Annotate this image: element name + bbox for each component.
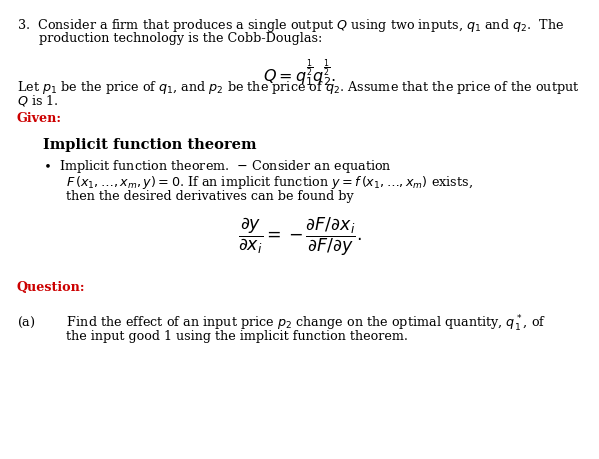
Text: Question:: Question: — [17, 281, 85, 294]
Text: Implicit function theorem: Implicit function theorem — [43, 138, 256, 152]
Text: then the desired derivatives can be found by: then the desired derivatives can be foun… — [66, 190, 353, 202]
Text: Given:: Given: — [17, 112, 62, 125]
Text: $Q$ is 1.: $Q$ is 1. — [17, 93, 59, 108]
Text: the input good 1 using the implicit function theorem.: the input good 1 using the implicit func… — [66, 330, 408, 342]
Text: $\bullet$  Implicit function theorem.  $-$ Consider an equation: $\bullet$ Implicit function theorem. $-$… — [43, 158, 392, 175]
Text: $F\,(x_1, \ldots, x_m, y) = 0$. If an implicit function $y = f\,(x_1, \ldots, x_: $F\,(x_1, \ldots, x_m, y) = 0$. If an im… — [66, 174, 473, 191]
Text: Let $p_1$ be the price of $q_1$, and $p_2$ be the price of $q_2$. Assume that th: Let $p_1$ be the price of $q_1$, and $p_… — [17, 79, 579, 96]
Text: 3.  Consider a firm that produces a single output $Q$ using two inputs, $q_1$ an: 3. Consider a firm that produces a singl… — [17, 17, 564, 34]
Text: $Q = q_1^{\frac{1}{2}} q_2^{\frac{1}{2}}.$: $Q = q_1^{\frac{1}{2}} q_2^{\frac{1}{2}}… — [263, 57, 336, 89]
Text: (a)        Find the effect of an input price $p_2$ change on the optimal quantit: (a) Find the effect of an input price $p… — [17, 314, 546, 334]
Text: $\dfrac{\partial y}{\partial x_i} = -\dfrac{\partial F/\partial x_i}{\partial F/: $\dfrac{\partial y}{\partial x_i} = -\df… — [238, 216, 361, 258]
Text: production technology is the Cobb-Douglas:: production technology is the Cobb-Dougla… — [39, 32, 322, 45]
